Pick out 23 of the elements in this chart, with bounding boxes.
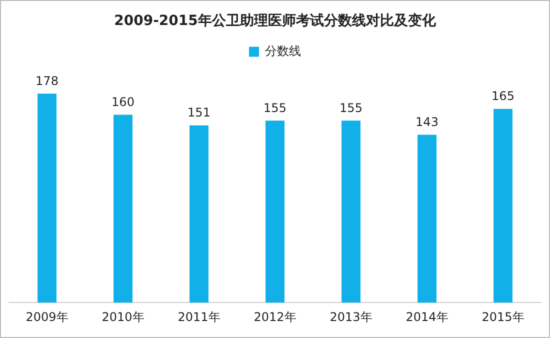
bar <box>418 134 436 303</box>
data-label: 143 <box>416 114 438 129</box>
x-tick-label: 2015年 <box>482 310 524 324</box>
bar <box>494 108 512 303</box>
x-tick-label: 2012年 <box>254 310 296 324</box>
data-label: 155 <box>264 100 286 115</box>
data-label: 160 <box>112 94 134 109</box>
data-label: 155 <box>340 100 362 115</box>
data-label: 151 <box>188 105 210 120</box>
bar <box>342 120 360 303</box>
data-label: 165 <box>492 89 514 104</box>
chart-title: 2009-2015年公卫助理医师考试分数线对比及变化 <box>114 12 437 30</box>
x-tick-label: 2013年 <box>330 310 372 324</box>
bar <box>114 114 132 303</box>
x-tick-label: 2014年 <box>406 310 448 324</box>
x-tick-label: 2010年 <box>102 310 144 324</box>
data-label: 178 <box>36 74 58 88</box>
x-tick-label: 2011年 <box>178 310 220 324</box>
x-tick-label: 2009年 <box>26 310 68 324</box>
bar <box>38 94 56 303</box>
bar <box>190 125 208 303</box>
legend-label: 分数线 <box>265 44 301 58</box>
bar <box>266 120 284 303</box>
